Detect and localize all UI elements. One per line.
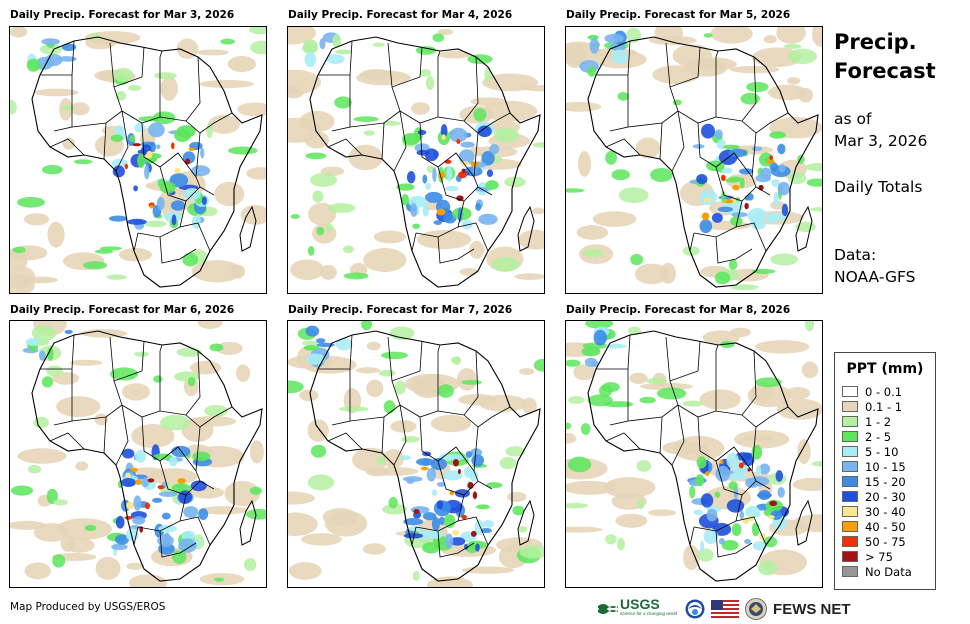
logo-strip: USGS science for a changing world FEWS N… <box>598 597 851 621</box>
legend-label: 30 - 40 <box>865 504 906 519</box>
legend-label: 2 - 5 <box>865 429 892 444</box>
usgs-logo: USGS science for a changing world <box>598 596 678 620</box>
as-of-value: Mar 3, 2026 <box>834 132 928 150</box>
legend-label: No Data <box>865 564 912 579</box>
legend-swatch <box>842 476 858 487</box>
panel-title-mar-8: Daily Precip. Forecast for Mar 8, 2026 <box>566 304 791 316</box>
usgs-tagline: science for a changing world <box>620 611 678 616</box>
panel-title-mar-4: Daily Precip. Forecast for Mar 4, 2026 <box>288 9 513 21</box>
state-department-seal-icon <box>745 598 767 620</box>
main-title-line-1: Precip. <box>834 30 917 54</box>
panel-title-mar-5: Daily Precip. Forecast for Mar 5, 2026 <box>566 9 791 21</box>
legend-swatch <box>842 401 858 412</box>
legend-title: PPT (mm) <box>846 361 924 377</box>
as-of-date: as of Mar 3, 2026 <box>834 108 927 152</box>
noaa-logo-icon <box>685 599 705 619</box>
legend-label: 15 - 20 <box>865 474 906 489</box>
panel-title-mar-3: Daily Precip. Forecast for Mar 3, 2026 <box>10 9 235 21</box>
legend-label: 0 - 0.1 <box>865 384 903 399</box>
legend-swatch <box>842 446 858 457</box>
legend-swatch <box>842 461 858 472</box>
panel-title-mar-7: Daily Precip. Forecast for Mar 7, 2026 <box>288 304 513 316</box>
legend-swatch <box>842 536 858 547</box>
as-of-label: as of <box>834 110 872 128</box>
legend-item: 50 - 75 <box>842 534 935 549</box>
usgs-wave-icon <box>598 604 618 614</box>
main-title-line-2: Forecast <box>834 59 936 83</box>
legend-item: 0.1 - 1 <box>842 399 935 414</box>
legend-item: 20 - 30 <box>842 489 935 504</box>
legend-swatch <box>842 521 858 532</box>
forecast-map-mar-4 <box>287 26 545 294</box>
legend-item: > 75 <box>842 549 935 564</box>
fews-net-logo: FEWS NET <box>773 600 851 618</box>
legend-label: 50 - 75 <box>865 534 906 549</box>
legend-swatch <box>842 506 858 517</box>
legend-label: 10 - 15 <box>865 459 906 474</box>
legend-item: 30 - 40 <box>842 504 935 519</box>
legend-item: 2 - 5 <box>842 429 935 444</box>
us-flag-icon <box>711 600 740 618</box>
forecast-map-mar-8 <box>565 320 823 588</box>
legend-label: > 75 <box>865 549 893 564</box>
legend-swatch <box>842 416 858 427</box>
legend-swatch <box>842 386 858 397</box>
forecast-map-mar-7 <box>287 320 545 588</box>
legend-swatch <box>842 431 858 442</box>
data-source: Data: NOAA-GFS <box>834 244 915 288</box>
data-source-label: Data: <box>834 246 877 264</box>
legend-item: 15 - 20 <box>842 474 935 489</box>
legend-swatch <box>842 551 858 562</box>
forecast-map-mar-3 <box>9 26 267 294</box>
legend-item: 10 - 15 <box>842 459 935 474</box>
legend-label: 0.1 - 1 <box>865 399 903 414</box>
main-title: Precip. Forecast <box>834 28 936 86</box>
legend-swatch <box>842 491 858 502</box>
data-source-value: NOAA-GFS <box>834 268 916 286</box>
legend-label: 1 - 2 <box>865 414 892 429</box>
legend-item: 40 - 50 <box>842 519 935 534</box>
legend-item: 0 - 0.1 <box>842 384 935 399</box>
legend-item: 5 - 10 <box>842 444 935 459</box>
panel-title-mar-6: Daily Precip. Forecast for Mar 6, 2026 <box>10 304 235 316</box>
legend-label: 40 - 50 <box>865 519 906 534</box>
legend-item: No Data <box>842 564 935 579</box>
legend-label: 20 - 30 <box>865 489 906 504</box>
map-credit: Map Produced by USGS/EROS <box>10 601 166 613</box>
legend-item: 1 - 2 <box>842 414 935 429</box>
forecast-map-mar-5 <box>565 26 823 294</box>
legend-label: 5 - 10 <box>865 444 899 459</box>
legend-swatch <box>842 566 858 577</box>
usgs-wordmark: USGS <box>620 596 660 612</box>
forecast-map-mar-6 <box>9 320 267 588</box>
daily-totals-label: Daily Totals <box>834 178 923 196</box>
